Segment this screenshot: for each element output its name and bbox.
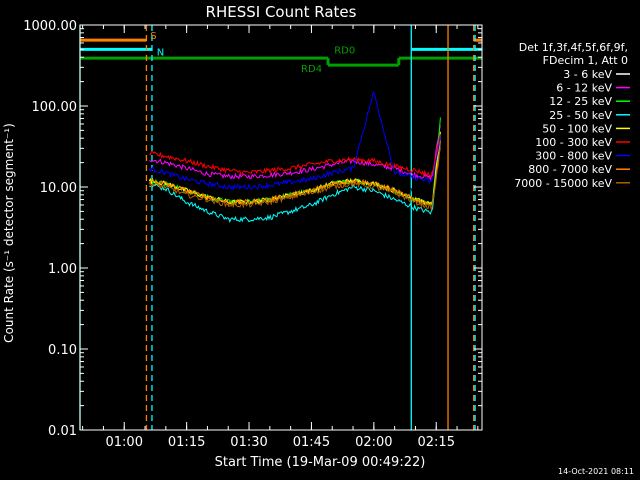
legend-entry-label: 25 - 50 keV — [549, 109, 612, 122]
annotation-rd0: RD0 — [334, 46, 355, 57]
x-axis-ticks: 01:00 01:15 01:30 01:45 02:00 02:15 — [82, 25, 479, 450]
series-lines — [148, 91, 441, 224]
y-tick-label: 1000.00 — [23, 19, 77, 34]
x-tick-label: 01:00 — [106, 435, 143, 450]
legend-entry-label: 12 - 25 keV — [549, 95, 612, 108]
annotations: SN RD0 RD4 — [150, 31, 355, 75]
legend-entry-label: 800 - 7000 keV — [528, 163, 612, 176]
series-line-4 — [148, 131, 441, 207]
annotation-s: S — [150, 31, 156, 42]
x-tick-label: 02:15 — [418, 435, 455, 450]
x-tick-label: 01:30 — [230, 435, 267, 450]
chart-title: RHESSI Count Rates — [206, 3, 357, 21]
plot-frame — [79, 24, 483, 431]
legend-entry-label: 300 - 800 keV — [535, 150, 612, 163]
x-axis-label: Start Time (19-Mar-09 00:49:22) — [215, 455, 426, 470]
legend-entry-label: 7000 - 15000 keV — [514, 177, 612, 190]
x-tick-label: 01:15 — [168, 435, 205, 450]
y-tick-label: 10.00 — [40, 181, 77, 196]
series-line-7 — [149, 140, 441, 207]
y-tick-label: 100.00 — [32, 100, 78, 115]
y-axis-ticks: 0.01 0.10 1.00 10.00 100.00 1000.00 — [23, 19, 482, 439]
series-line-8 — [148, 147, 441, 211]
legend-header-line-1: Det 1f,3f,4f,5f,6f,9f, — [519, 41, 628, 54]
legend-entry-label: 50 - 100 keV — [542, 122, 612, 135]
legend-entry-label: 100 - 300 keV — [535, 136, 612, 149]
y-tick-label: 0.10 — [48, 343, 77, 358]
annotation-rd4: RD4 — [301, 64, 322, 75]
y-tick-label: 1.00 — [48, 262, 77, 277]
y-tick-label: 0.01 — [48, 424, 77, 439]
footer-timestamp: 14-Oct-2021 08:11 — [558, 467, 634, 476]
legend: Det 1f,3f,4f,5f,6f,9f, FDecim 1, Att 0 3… — [514, 41, 630, 190]
y-axis-label: Count Rate (s⁻¹ detector segment⁻¹) — [2, 123, 16, 343]
series-line-6 — [148, 91, 441, 191]
legend-entry-label: 3 - 6 keV — [563, 68, 612, 81]
series-line-0 — [148, 129, 441, 197]
annotation-n: N — [157, 48, 164, 59]
flag-bars — [80, 38, 482, 67]
x-tick-label: 02:00 — [355, 435, 392, 450]
series-line-3 — [149, 136, 441, 224]
x-tick-label: 01:45 — [293, 435, 330, 450]
legend-entry-label: 6 - 12 keV — [556, 82, 612, 95]
legend-header-line-2: FDecim 1, Att 0 — [543, 54, 628, 67]
series-line-5 — [148, 134, 441, 179]
